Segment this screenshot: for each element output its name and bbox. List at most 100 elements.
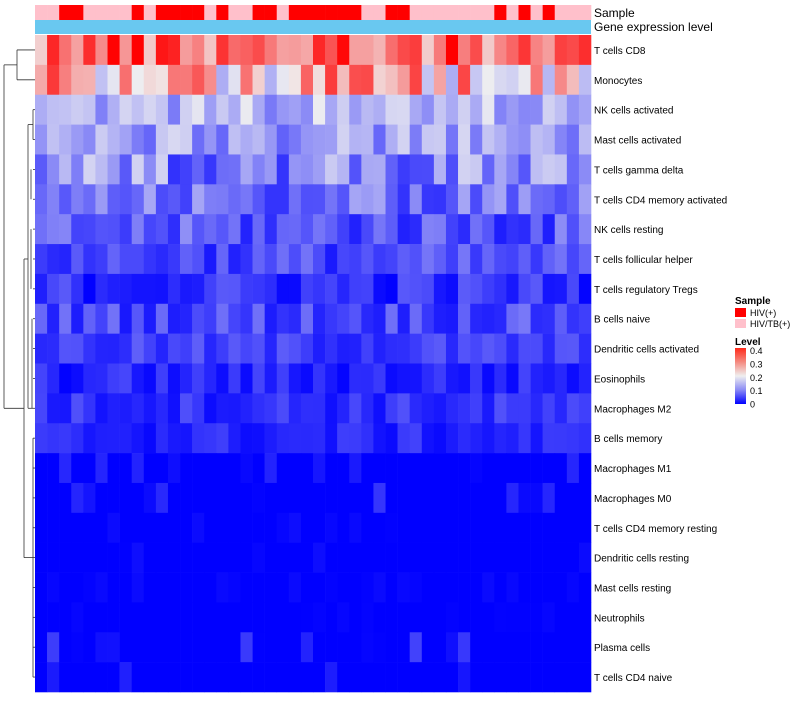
heatmap-cell [385,482,398,514]
row-label: Macrophages M2 [594,404,672,415]
sample-annotation-cell [228,5,241,20]
heatmap-cell [143,154,157,185]
heatmap-cell [506,453,519,484]
heatmap-cell [566,303,580,334]
heatmap-cell [421,662,435,693]
heatmap-cell [542,482,556,514]
heatmap-cell [107,94,120,125]
heatmap-cell [192,453,205,484]
heatmap-cell [143,453,157,484]
heatmap-cell [458,662,471,693]
heatmap-cell [276,632,290,663]
heatmap-cell [397,423,410,454]
heatmap-cell [180,542,193,573]
heatmap-cell [216,572,229,603]
heatmap-cell [554,602,568,633]
heatmap-cell [107,154,120,185]
heatmap-cell [337,572,350,603]
heatmap-cell [83,154,96,185]
heatmap-cell [506,64,519,96]
heatmap-cell [71,35,84,66]
heatmap-cell [337,363,350,394]
heatmap-cell [204,602,217,633]
heatmap-cell [373,35,386,66]
heatmap-cell [433,632,447,663]
heatmap-cell [95,572,108,603]
heatmap-cell [566,35,580,66]
sample-annotation-cell [349,5,362,20]
heatmap-cell [180,393,193,424]
heatmap-cell [518,214,531,245]
heatmap-cell [95,632,108,663]
heatmap-cell [216,542,229,573]
heatmap-cell [240,184,253,215]
heatmap-cell [155,35,169,66]
heatmap-cell [433,154,447,185]
heatmap-cell [143,244,157,275]
heatmap-cell [554,482,568,514]
heatmap-cell [482,393,495,424]
sample-annotation-cell [470,5,483,20]
heatmap-cell [421,512,435,543]
heatmap-cell [180,572,193,603]
heatmap-cell [300,124,314,155]
heatmap-cell [240,303,253,334]
heatmap-cell [119,184,132,215]
heatmap-cell [349,662,362,693]
heatmap-cell [300,94,314,125]
heatmap-cell [397,632,410,663]
heatmap-cell [47,572,60,603]
heatmap-cell [95,154,108,185]
heatmap-cell [566,602,580,633]
heatmap-cell [445,184,459,215]
heatmap-cell [494,542,507,573]
heatmap-cell [264,423,278,454]
heatmap-cell [313,482,326,514]
heatmap-cell [167,244,181,275]
heatmap-cell [494,64,507,96]
heatmap-cell [59,393,72,424]
heatmap-cell [131,273,145,305]
heatmap-cell [361,542,374,573]
heatmap-cell [192,572,205,603]
row-label: T cells CD8 [594,46,646,57]
row-label: Mast cells activated [594,136,681,147]
heatmap-cell [409,393,423,424]
heatmap-cell [482,303,495,334]
heatmap-cell [445,94,459,125]
heatmap-cell [252,333,265,364]
heatmap-cell [143,273,157,305]
heatmap-cell [143,303,157,334]
heatmap-cell [578,572,592,603]
heatmap-cell [119,333,132,364]
heatmap-cell [107,632,120,663]
heatmap-cell [155,572,169,603]
sample-annotation-cell [494,5,507,20]
heatmap-cell [143,214,157,245]
row-label: Plasma cells [594,643,650,654]
heatmap-cell [421,602,435,633]
heatmap-cell [385,244,398,275]
heatmap-cell [554,512,568,543]
heatmap-cell [71,184,84,215]
heatmap-cell [482,273,495,305]
heatmap-cell [409,423,423,454]
heatmap-cell [385,542,398,573]
heatmap-cell [119,124,132,155]
heatmap-cell [107,453,120,484]
heatmap-cell [337,35,350,66]
heatmap-cell [409,632,423,663]
heatmap-cell [518,393,531,424]
sample-annotation-cell [566,5,580,20]
heatmap-cell [180,423,193,454]
heatmap-cell [349,124,362,155]
heatmap-cell [494,602,507,633]
heatmap-cell [59,572,72,603]
sample-annotation-cell [458,5,471,20]
heatmap-cell [361,64,374,96]
heatmap-cell [264,662,278,693]
heatmap-cell [95,94,108,125]
heatmap-cell [180,303,193,334]
heatmap-cell [192,482,205,514]
heatmap-cell [337,542,350,573]
